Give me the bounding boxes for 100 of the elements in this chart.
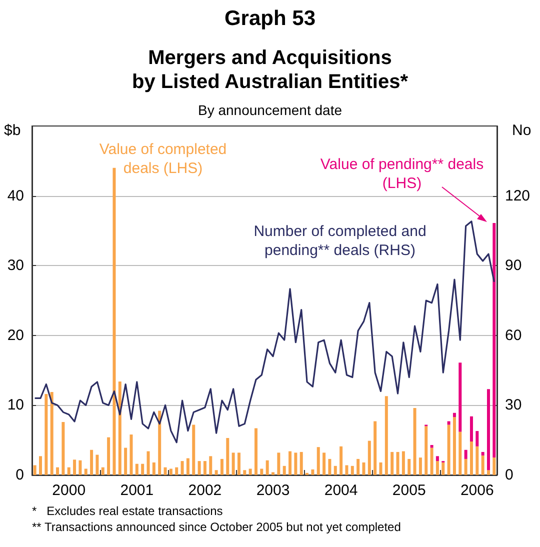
bar	[33, 465, 36, 475]
bar	[374, 421, 377, 475]
y-tick-label: 10	[7, 396, 24, 414]
bar	[158, 410, 162, 475]
bar	[130, 434, 133, 475]
bar	[90, 450, 94, 475]
text: ** Transactions announced since October 2005 but not yet completed	[32, 520, 401, 534]
chart-title: Graph 53	[224, 7, 316, 30]
bar	[243, 470, 246, 475]
chart-subtitle: Mergers and Acquisitions by Listed Australian Entities*	[132, 47, 408, 93]
bar	[186, 458, 190, 475]
x-tick-label: 2000	[52, 482, 86, 499]
bar	[39, 456, 42, 475]
bar	[232, 452, 235, 475]
bar	[464, 458, 468, 475]
bar	[436, 456, 439, 462]
bar	[452, 412, 456, 418]
bar	[254, 428, 258, 475]
bar	[146, 451, 150, 475]
bar	[470, 441, 473, 475]
bar	[124, 448, 128, 475]
bar	[294, 452, 298, 475]
bar	[175, 467, 178, 475]
bar	[476, 446, 479, 475]
bar	[481, 455, 484, 475]
bar	[481, 452, 484, 456]
bar	[67, 467, 70, 475]
bar	[362, 462, 366, 475]
x-tick-label: 2004	[324, 482, 358, 499]
bar	[322, 452, 326, 475]
bar	[340, 446, 343, 475]
bar	[345, 465, 348, 475]
bar	[164, 467, 167, 475]
x-tick-label: 2002	[188, 482, 222, 499]
bar	[413, 408, 416, 475]
bar	[118, 381, 122, 475]
bar	[436, 461, 439, 475]
bar	[396, 452, 400, 475]
bar	[78, 460, 82, 475]
bar	[152, 462, 156, 475]
bar	[209, 456, 212, 475]
text: By announcement date	[198, 102, 342, 118]
y2-tick-label: 30	[505, 396, 522, 414]
bar	[452, 417, 456, 475]
bar	[334, 466, 337, 475]
text: Value of pending** deals (LHS)	[320, 156, 484, 192]
bar	[458, 432, 462, 475]
bar	[492, 223, 496, 458]
bar	[203, 461, 206, 475]
y-tick-label: 40	[7, 187, 24, 204]
y2-tick-label: 0	[505, 466, 514, 484]
bar	[107, 437, 110, 475]
y-tick-label: 0	[16, 466, 24, 484]
bar	[214, 470, 218, 475]
bar	[424, 426, 428, 475]
bar	[350, 466, 354, 475]
x-tick-label: 2003	[256, 482, 290, 499]
bar	[458, 362, 462, 432]
bar	[486, 389, 490, 470]
x-tick-label: 2005	[392, 482, 426, 499]
bar	[198, 461, 201, 475]
x-tick-label: 2006	[460, 482, 494, 499]
bar	[44, 394, 48, 475]
bar	[248, 468, 252, 475]
bar	[272, 472, 275, 475]
bar	[470, 416, 473, 442]
bar	[418, 458, 422, 475]
x-tick-label: 2001	[120, 482, 154, 499]
bar	[226, 438, 230, 475]
bar	[311, 469, 314, 475]
y2-tick-label: 90	[505, 257, 522, 274]
bar	[384, 396, 388, 475]
bar	[300, 452, 303, 475]
y-axis-title: $b	[4, 122, 21, 139]
bar	[141, 464, 144, 475]
line-series	[34, 220, 495, 444]
bar	[442, 462, 445, 475]
y2-tick-label: 120	[505, 187, 530, 204]
bar	[73, 460, 76, 475]
series-label: Number of completed and pending** deals (RHS)	[254, 223, 426, 259]
bar	[266, 460, 269, 475]
bar	[84, 468, 88, 475]
bar	[430, 444, 434, 448]
bar	[96, 454, 99, 475]
bar	[56, 467, 60, 475]
bar	[492, 458, 496, 475]
bar	[282, 466, 286, 475]
text: * Excludes real estate transactions	[32, 504, 223, 518]
bar	[356, 458, 360, 475]
bar	[368, 440, 371, 475]
bar	[486, 470, 490, 475]
bar	[180, 461, 184, 475]
bar	[316, 447, 320, 475]
y2-axis-title: No	[512, 122, 532, 139]
bar	[328, 458, 332, 475]
bar	[430, 448, 434, 475]
bar	[62, 422, 65, 475]
bar	[260, 468, 264, 475]
bar	[288, 451, 292, 475]
bar	[379, 462, 382, 475]
